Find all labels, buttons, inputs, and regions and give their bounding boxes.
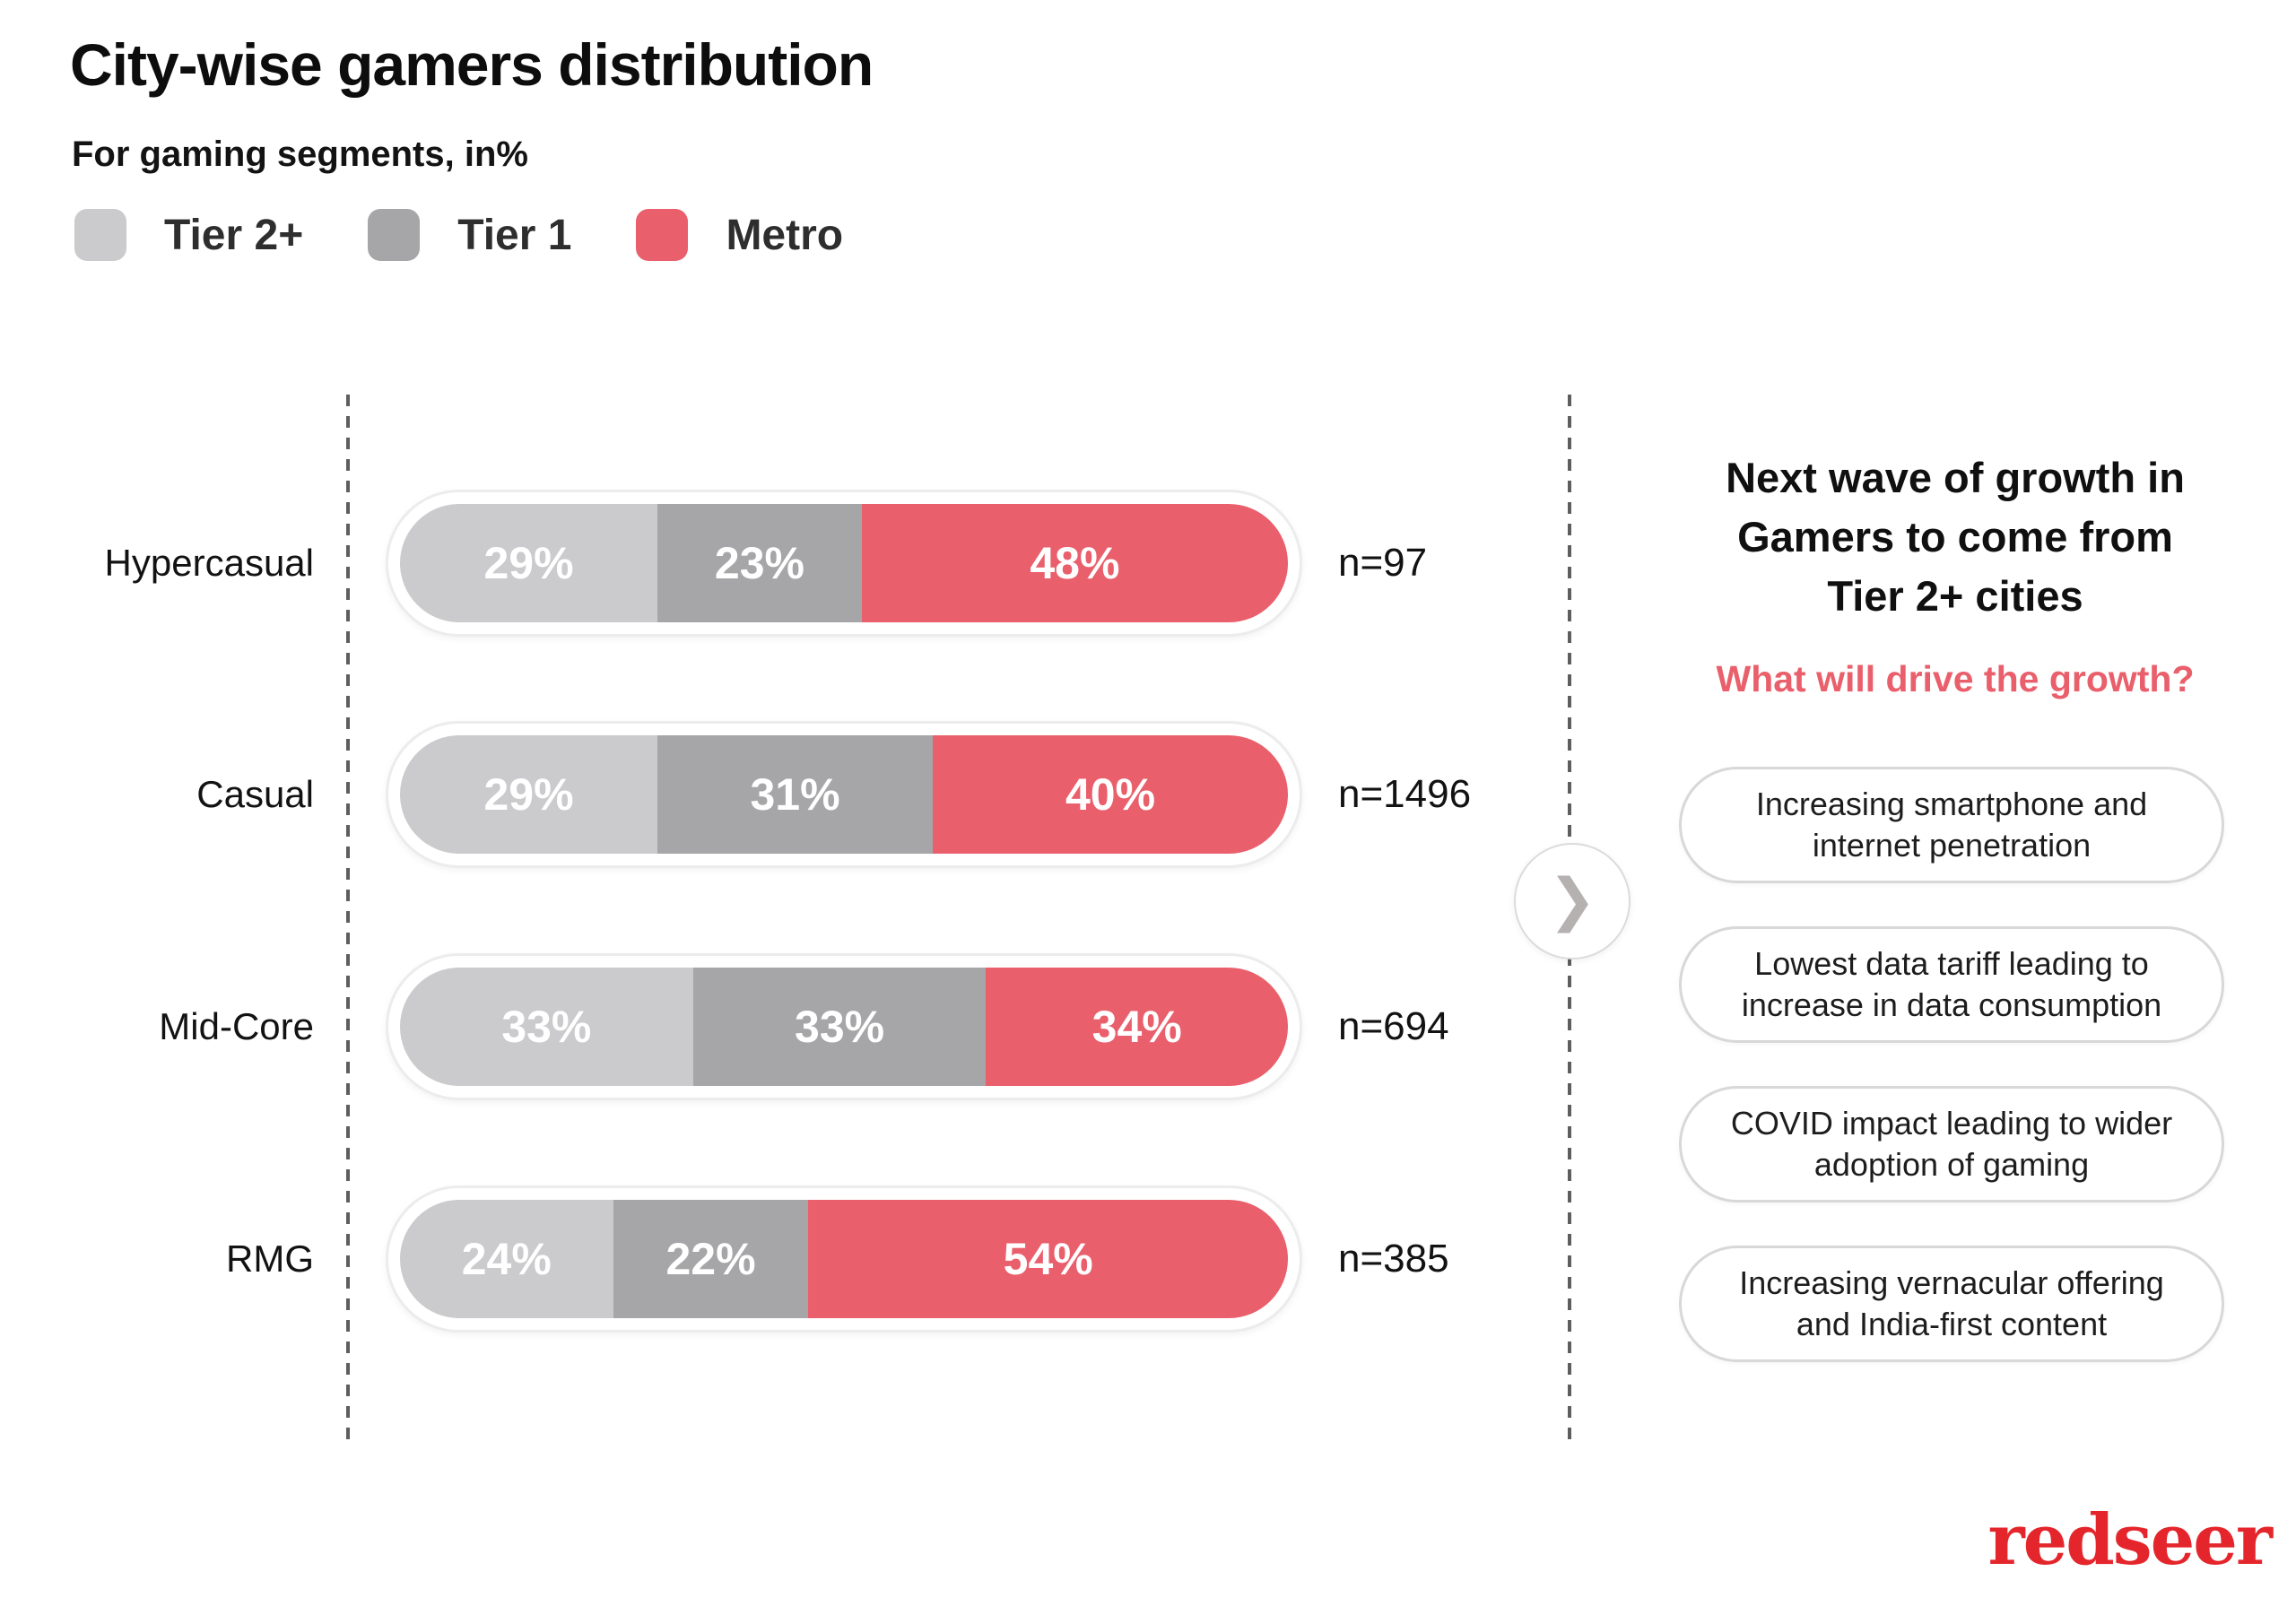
redseer-logo: redseer — [1987, 1499, 2273, 1581]
chevron-circle: ❯ — [1514, 843, 1631, 959]
category-label: Hypercasual — [104, 542, 314, 584]
segment-value-label: 33% — [795, 1002, 885, 1052]
growth-heading: Next wave of growth in Gamers to come fr… — [1641, 448, 2269, 626]
bar-segment-tier1: 33% — [692, 968, 987, 1086]
legend-item-tier2plus: Tier 2+ — [74, 209, 303, 261]
bar-segment-tier2plus: 29% — [400, 504, 658, 622]
segment-value-label: 34% — [1091, 1002, 1182, 1052]
legend: Tier 2+ Tier 1 Metro — [74, 209, 908, 261]
legend-label-metro: Metro — [726, 211, 844, 259]
stacked-bar: 33% 33% 34% — [400, 968, 1288, 1086]
driver-text-line: increase in data consumption — [1741, 986, 2162, 1023]
chevron-right-icon: ❯ — [1548, 867, 1596, 932]
segment-value-label: 48% — [1030, 538, 1120, 588]
bar-row-casual: Casual 29% 31% 40% n=1496 — [0, 721, 1578, 868]
stacked-bar: 24% 22% 54% — [400, 1200, 1288, 1318]
legend-item-tier1: Tier 1 — [368, 209, 571, 261]
bar-pill: 29% 31% 40% — [386, 721, 1302, 868]
growth-question: What will drive the growth? — [1716, 658, 2195, 699]
page-title: City-wise gamers distribution — [70, 31, 874, 98]
bar-segment-metro: 54% — [808, 1200, 1288, 1318]
segment-value-label: 24% — [461, 1234, 552, 1284]
category-label: Mid-Core — [159, 1005, 314, 1047]
segment-value-label: 31% — [750, 769, 840, 820]
driver-pill-vernacular: Increasing vernacular offering and India… — [1679, 1246, 2224, 1362]
bar-row-hypercasual: Hypercasual 29% 23% 48% n=97 — [0, 490, 1578, 637]
bar-segment-tier1: 23% — [657, 504, 862, 622]
bar-pill: 33% 33% 34% — [386, 953, 1302, 1100]
bar-segment-metro: 34% — [986, 968, 1288, 1086]
driver-text-line: and India-first content — [1796, 1306, 2108, 1342]
driver-text-line: Lowest data tariff leading to — [1754, 945, 2149, 982]
segment-value-label: 29% — [483, 769, 574, 820]
segment-value-label: 54% — [1003, 1234, 1093, 1284]
driver-text-line: COVID impact leading to wider — [1730, 1105, 2173, 1142]
driver-pill-data-tariff: Lowest data tariff leading to increase i… — [1679, 926, 2224, 1043]
legend-swatch-tier2plus — [74, 209, 126, 261]
growth-heading-line: Tier 2+ cities — [1827, 572, 2083, 620]
sample-size-label: n=97 — [1338, 541, 1428, 585]
sample-size-label: n=385 — [1338, 1237, 1449, 1281]
legend-item-metro: Metro — [636, 209, 843, 261]
sample-size-label: n=694 — [1338, 1004, 1449, 1048]
driver-pill-smartphone: Increasing smartphone and internet penet… — [1679, 767, 2224, 883]
bar-segment-metro: 48% — [861, 504, 1288, 622]
bar-segment-tier2plus: 24% — [400, 1200, 613, 1318]
sample-size-label: n=1496 — [1338, 772, 1472, 816]
category-label: RMG — [226, 1237, 314, 1280]
category-label: Casual — [196, 773, 314, 815]
bar-segment-tier2plus: 33% — [400, 968, 693, 1086]
page-subtitle: For gaming segments, in% — [72, 135, 528, 174]
bar-row-midcore: Mid-Core 33% 33% 34% n=694 — [0, 953, 1578, 1100]
bar-segment-tier1: 31% — [657, 735, 933, 854]
bar-pill: 29% 23% 48% — [386, 490, 1302, 637]
legend-label-tier2plus: Tier 2+ — [164, 211, 304, 259]
stacked-bar: 29% 31% 40% — [400, 735, 1288, 854]
bar-segment-tier1: 22% — [613, 1200, 809, 1318]
driver-text-line: adoption of gaming — [1813, 1146, 2090, 1183]
left-dashed-divider — [346, 395, 350, 1442]
legend-swatch-metro — [636, 209, 689, 261]
segment-value-label: 29% — [483, 538, 574, 588]
driver-pill-covid: COVID impact leading to wider adoption o… — [1679, 1086, 2224, 1203]
driver-text-line: Increasing vernacular offering — [1739, 1264, 2164, 1301]
segment-value-label: 23% — [714, 538, 804, 588]
growth-heading-line: Next wave of growth in — [1726, 454, 2185, 501]
driver-text-line: internet penetration — [1812, 827, 2092, 864]
driver-text-line: Increasing smartphone and — [1755, 786, 2148, 822]
legend-swatch-tier1 — [368, 209, 421, 261]
segment-value-label: 40% — [1065, 769, 1156, 820]
stacked-bar: 29% 23% 48% — [400, 504, 1288, 622]
legend-label-tier1: Tier 1 — [457, 211, 572, 259]
bar-segment-metro: 40% — [933, 735, 1288, 854]
segment-value-label: 33% — [501, 1002, 592, 1052]
bar-row-rmg: RMG 24% 22% 54% n=385 — [0, 1185, 1578, 1333]
segment-value-label: 22% — [665, 1234, 756, 1284]
bar-pill: 24% 22% 54% — [386, 1185, 1302, 1333]
bar-segment-tier2plus: 29% — [400, 735, 658, 854]
growth-heading-line: Gamers to come from — [1737, 513, 2173, 560]
